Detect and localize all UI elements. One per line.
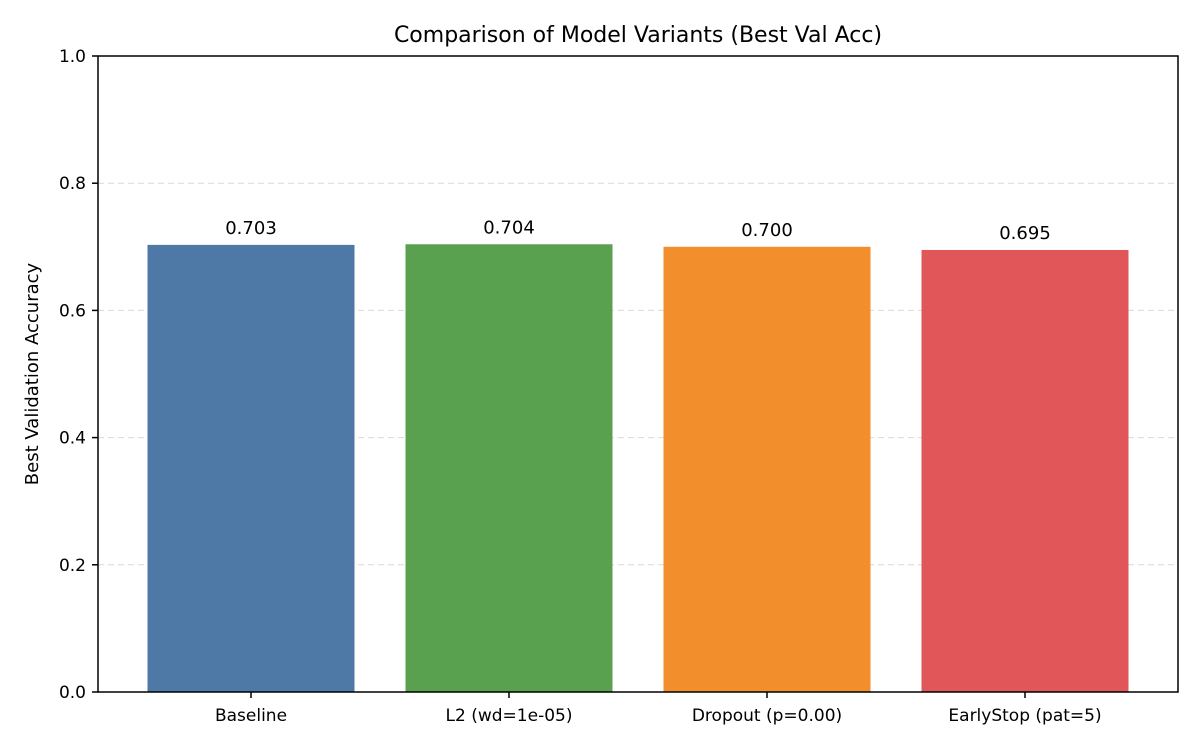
value-labels: 0.703 0.704 0.700 0.695 — [225, 217, 1051, 244]
bars — [147, 244, 1129, 693]
y-tick-label: 0.0 — [59, 683, 86, 703]
y-tick-label: 1.0 — [59, 47, 86, 67]
bar-value-label: 0.700 — [741, 220, 793, 241]
plot-frame — [97, 55, 1179, 693]
y-tick-label: 0.6 — [59, 301, 86, 321]
bar — [147, 244, 355, 692]
x-tick-label: EarlyStop (pat=5) — [948, 706, 1101, 726]
axes: 0.0 0.2 0.4 0.6 0.8 1.0 Baseline L2 (wd=1e-05) D… — [59, 47, 1102, 726]
x-tick-label: Dropout (p=0.00) — [692, 706, 842, 726]
y-tick-label: 0.8 — [59, 174, 86, 194]
bar — [663, 246, 871, 693]
bar — [405, 244, 613, 693]
y-axis-label: Best Validation Accuracy — [22, 262, 43, 485]
bar — [921, 249, 1129, 693]
x-tick-label: L2 (wd=1e-05) — [446, 706, 573, 726]
bar-value-label: 0.703 — [225, 218, 277, 239]
y-tick-label: 0.2 — [59, 556, 86, 576]
bar-value-label: 0.704 — [483, 217, 535, 238]
chart-title: Comparison of Model Variants (Best Val A… — [394, 23, 882, 48]
bar-value-label: 0.695 — [999, 223, 1051, 244]
y-tick-label: 0.4 — [59, 429, 86, 449]
x-tick-label: Baseline — [215, 706, 287, 726]
